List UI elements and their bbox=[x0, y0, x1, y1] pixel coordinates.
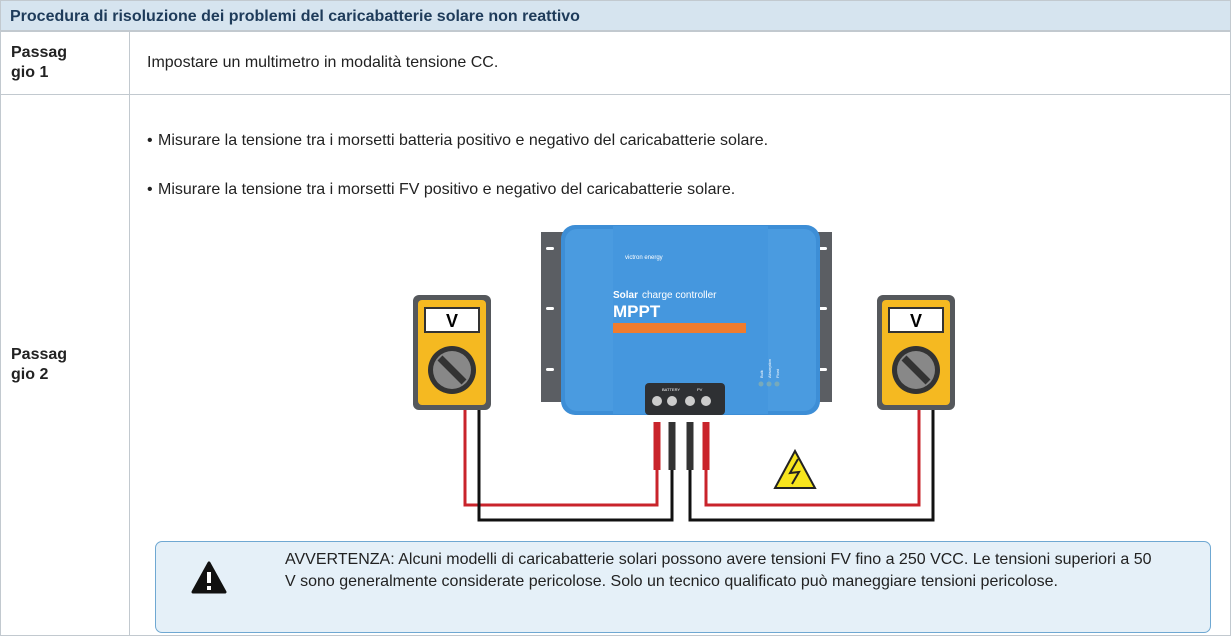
probes bbox=[653, 422, 710, 470]
step-label: Passaggio 1 bbox=[11, 44, 68, 81]
warning-text: AVVERTENZA: Alcuni modelli di caricabatt… bbox=[285, 551, 1152, 590]
bullet: Misurare la tensione tra i morsetti batt… bbox=[147, 132, 768, 150]
stripe bbox=[613, 323, 746, 333]
product: charge controller bbox=[642, 290, 717, 301]
multimeter: V bbox=[413, 295, 491, 410]
step-label: Passaggio 2 bbox=[11, 346, 68, 383]
table-header: Procedura di risoluzione dei problemi de… bbox=[0, 0, 1231, 31]
wires bbox=[463, 410, 935, 522]
led-label: Absorption bbox=[767, 359, 772, 378]
meter-display: V bbox=[446, 311, 458, 331]
step-content: Misurare la tensione tra i morsetti batt… bbox=[129, 94, 1231, 636]
warning-box: AVVERTENZA: Alcuni modelli di caricabatt… bbox=[155, 541, 1211, 633]
led-label: Float bbox=[775, 368, 780, 378]
led-label: Bulk bbox=[759, 370, 764, 378]
hazard-sign bbox=[773, 448, 817, 489]
terminal-label: PV bbox=[697, 387, 703, 392]
terminal-label: BATTERY bbox=[662, 387, 680, 392]
brand: victron energy bbox=[625, 255, 663, 261]
product: Solar bbox=[613, 290, 638, 301]
meter-display: V bbox=[910, 311, 922, 331]
warning-icon bbox=[191, 561, 227, 594]
model: MPPT bbox=[613, 302, 661, 321]
bullet: Misurare la tensione tra i morsetti FV p… bbox=[147, 181, 735, 199]
terminal-block bbox=[645, 383, 725, 415]
multimeter: V bbox=[877, 295, 955, 410]
